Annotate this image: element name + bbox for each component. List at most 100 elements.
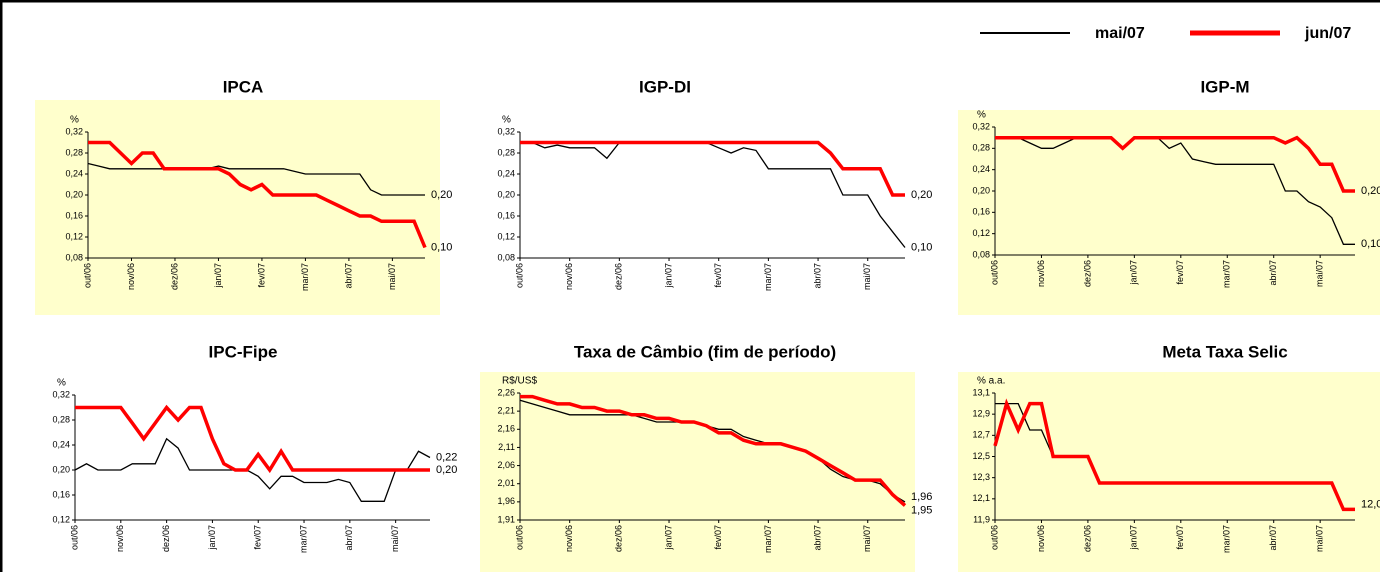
data-line (995, 135, 1355, 193)
value-label: 0,10 (911, 241, 932, 253)
y-tick-label: 13,1 (972, 387, 990, 397)
x-tick-label: nov/06 (126, 263, 136, 290)
x-tick-label: abr/07 (812, 263, 822, 289)
y-tick-label: 0,24 (497, 168, 515, 178)
y-tick-label: 12,5 (972, 451, 990, 461)
y-tick-label: 0,20 (972, 185, 990, 195)
x-tick-label: fev/07 (1175, 525, 1185, 550)
x-tick-label: out/06 (514, 263, 524, 288)
y-tick-label: 12,3 (972, 472, 990, 482)
x-tick-label: abr/07 (812, 525, 822, 551)
data-line (520, 140, 905, 197)
y-tick-label: 0,24 (972, 164, 990, 174)
y-unit: % (502, 115, 511, 126)
x-tick-label: out/06 (514, 525, 524, 550)
y-tick-label: 0,28 (52, 414, 70, 424)
y-tick-label: 0,16 (497, 210, 515, 220)
y-tick-label: 0,20 (52, 464, 70, 474)
x-tick-label: dez/06 (614, 525, 624, 552)
y-tick-label: 0,12 (497, 231, 515, 241)
y-tick-label: 12,9 (972, 409, 990, 419)
x-tick-label: mar/07 (763, 525, 773, 553)
x-tick-label: fev/07 (256, 263, 266, 288)
y-tick-label: 0,12 (972, 228, 990, 238)
y-tick-label: 1,91 (497, 514, 515, 524)
value-label: 12,00 (1361, 498, 1380, 510)
y-tick-label: 11,9 (973, 514, 990, 524)
value-label: 0,20 (431, 189, 452, 201)
x-tick-label: jan/07 (663, 263, 673, 289)
y-tick-label: 1,96 (497, 496, 515, 506)
x-tick-label: fev/07 (1175, 260, 1185, 285)
y-unit: % (70, 115, 79, 126)
x-tick-label: nov/06 (1036, 260, 1046, 287)
y-tick-label: 0,20 (497, 189, 515, 199)
x-tick-label: jan/07 (663, 525, 673, 551)
y-tick-label: 0,24 (52, 439, 70, 449)
y-tick-label: 0,20 (65, 189, 83, 199)
x-tick-label: jan/07 (1129, 260, 1139, 286)
y-tick-label: 12,7 (972, 430, 990, 440)
value-label: 0,22 (436, 451, 457, 463)
data-line (995, 137, 1355, 245)
y-tick-label: 2,16 (497, 424, 515, 434)
x-tick-label: fev/07 (253, 525, 263, 550)
x-tick-label: jan/07 (213, 263, 223, 289)
y-tick-label: 0,08 (65, 252, 83, 262)
x-tick-label: dez/06 (614, 263, 624, 290)
y-tick-label: 0,32 (497, 126, 515, 136)
value-label: 1,96 (911, 491, 932, 503)
x-tick-label: dez/06 (1082, 525, 1092, 552)
x-tick-label: mar/07 (1222, 260, 1232, 288)
x-tick-label: mar/07 (1222, 525, 1232, 553)
chart-title: Taxa de Câmbio (fim de período) (574, 342, 836, 361)
x-tick-label: abr/07 (1268, 525, 1278, 551)
x-tick-label: mai/07 (862, 263, 872, 290)
y-tick-label: 0,16 (972, 207, 990, 217)
y-tick-label: 0,16 (65, 210, 83, 220)
x-tick-label: out/06 (82, 263, 92, 288)
chart-title: IGP-DI (639, 77, 691, 96)
y-tick-label: 0,28 (972, 143, 990, 153)
x-tick-label: fev/07 (713, 263, 723, 288)
chart-title: IPCA (223, 77, 264, 96)
x-tick-label: dez/06 (1082, 260, 1092, 287)
y-unit: % a.a. (977, 376, 1005, 387)
value-label: 0,10 (1361, 238, 1380, 250)
value-label: 0,10 (431, 241, 452, 253)
y-tick-label: 0,24 (65, 168, 83, 178)
y-tick-label: 2,06 (497, 460, 515, 470)
y-tick-label: 2,21 (497, 406, 515, 416)
data-line (520, 394, 907, 507)
value-label: 0,20 (911, 189, 932, 201)
y-tick-label: 0,28 (65, 147, 83, 157)
chart-title: IGP-M (1200, 77, 1249, 96)
x-tick-label: mar/07 (763, 263, 773, 291)
y-tick-label: 0,08 (497, 252, 515, 262)
value-label: 0,20 (436, 464, 457, 476)
chart-title: Meta Taxa Selic (1162, 342, 1287, 361)
x-tick-label: out/06 (69, 525, 79, 550)
x-tick-label: nov/06 (1036, 525, 1046, 552)
y-tick-label: 0,16 (52, 489, 70, 499)
data-line (88, 140, 427, 249)
x-tick-label: abr/07 (1268, 260, 1278, 286)
x-tick-label: mai/07 (862, 525, 872, 552)
x-tick-label: out/06 (989, 525, 999, 550)
y-tick-label: 0,32 (52, 389, 70, 399)
data-line (75, 404, 430, 474)
x-tick-label: fev/07 (713, 525, 723, 550)
x-tick-label: abr/07 (344, 525, 354, 551)
chart-background (35, 100, 440, 315)
x-tick-label: mai/07 (1315, 260, 1325, 287)
value-label: 1,95 (911, 504, 932, 516)
chart-background (480, 100, 915, 315)
y-tick-label: 2,11 (498, 442, 515, 452)
y-tick-label: 0,12 (52, 514, 70, 524)
x-tick-label: nov/06 (564, 525, 574, 552)
x-tick-label: mai/07 (1315, 525, 1325, 552)
y-tick-label: 0,32 (972, 121, 990, 131)
y-unit: % (57, 378, 66, 389)
x-tick-label: dez/06 (161, 525, 171, 552)
